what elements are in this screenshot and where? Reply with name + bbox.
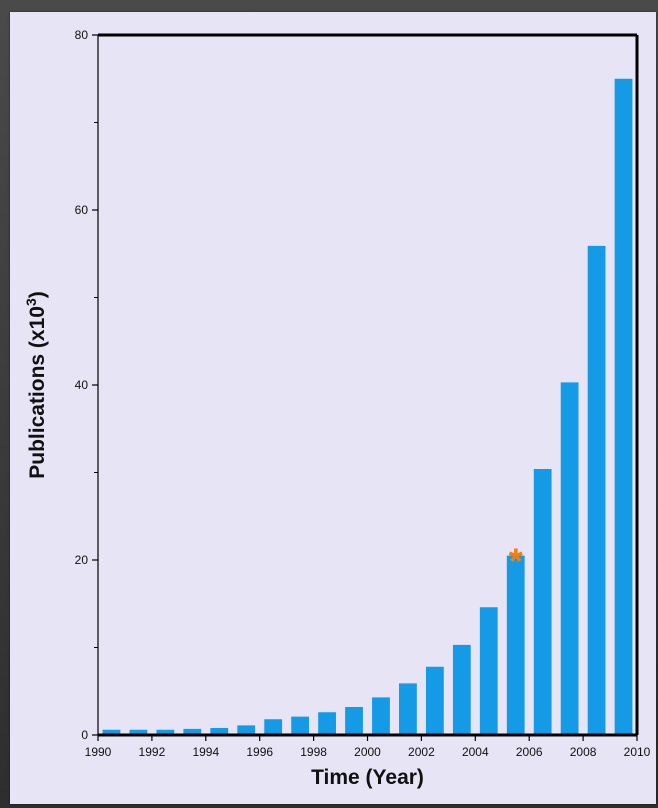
bar-2001 bbox=[399, 683, 417, 736]
y-axis-title: Publications (x103) bbox=[23, 291, 49, 479]
x-tick-label-1992: 1992 bbox=[139, 745, 166, 759]
x-tick-label-2008: 2008 bbox=[570, 745, 597, 759]
x-tick-label-2000: 2000 bbox=[354, 745, 381, 759]
chart-panel: 1990 1992 1994 1996 1998 2000 2002 2004 2006 2008… bbox=[10, 12, 656, 804]
bar-2005 bbox=[506, 555, 525, 736]
bar-2000 bbox=[372, 697, 390, 736]
y-tick-label-0: 0 bbox=[81, 728, 88, 742]
bar-2006 bbox=[533, 469, 552, 735]
x-tick-label-2010: 2010 bbox=[624, 745, 651, 759]
bar-series bbox=[102, 78, 633, 736]
bar-1999 bbox=[345, 707, 363, 735]
asterisk-marker: * bbox=[509, 541, 523, 582]
bar-2002 bbox=[425, 666, 444, 735]
bar-1996 bbox=[264, 719, 283, 735]
y-tick-label-80: 80 bbox=[75, 28, 89, 42]
x-tick-label-1998: 1998 bbox=[300, 745, 327, 759]
bar-1995 bbox=[237, 725, 256, 736]
bar-2003 bbox=[452, 644, 471, 736]
x-tick-label-1996: 1996 bbox=[246, 745, 273, 759]
bar-2007 bbox=[560, 382, 579, 735]
bar-2008 bbox=[587, 245, 606, 736]
y-axis-ticks: 0 20 40 60 80 bbox=[75, 28, 98, 742]
x-tick-label-2006: 2006 bbox=[516, 745, 543, 759]
bar-1997 bbox=[291, 716, 310, 736]
y-axis-title-exponent: 3 bbox=[23, 298, 39, 306]
bar-1994 bbox=[210, 728, 229, 735]
bar-1990 bbox=[102, 729, 121, 735]
x-tick-label-1990: 1990 bbox=[85, 745, 112, 759]
x-axis-title: Time (Year) bbox=[311, 766, 424, 789]
bar-1998 bbox=[318, 712, 336, 735]
annotations: * bbox=[509, 541, 523, 582]
bar-1991 bbox=[129, 729, 148, 735]
x-axis-ticks: 1990 1992 1994 1996 1998 2000 2002 2004 2006 2008… bbox=[85, 735, 651, 759]
y-axis-title-end: ) bbox=[26, 291, 49, 298]
bar-2004 bbox=[479, 607, 498, 735]
bar-1993 bbox=[183, 728, 202, 736]
publications-chart: 1990 1992 1994 1996 1998 2000 2002 2004 2006 2008… bbox=[23, 28, 651, 789]
y-axis-title-main: Publications (x10 bbox=[26, 306, 49, 479]
bar-2009 bbox=[614, 78, 633, 735]
x-tick-label-2004: 2004 bbox=[462, 745, 489, 759]
bar-1992 bbox=[156, 729, 175, 735]
x-tick-label-2002: 2002 bbox=[408, 745, 435, 759]
x-tick-label-1994: 1994 bbox=[192, 745, 219, 759]
y-tick-label-20: 20 bbox=[75, 553, 89, 567]
y-tick-label-60: 60 bbox=[75, 203, 89, 217]
y-tick-label-40: 40 bbox=[75, 378, 89, 392]
chart-axes bbox=[97, 33, 639, 737]
